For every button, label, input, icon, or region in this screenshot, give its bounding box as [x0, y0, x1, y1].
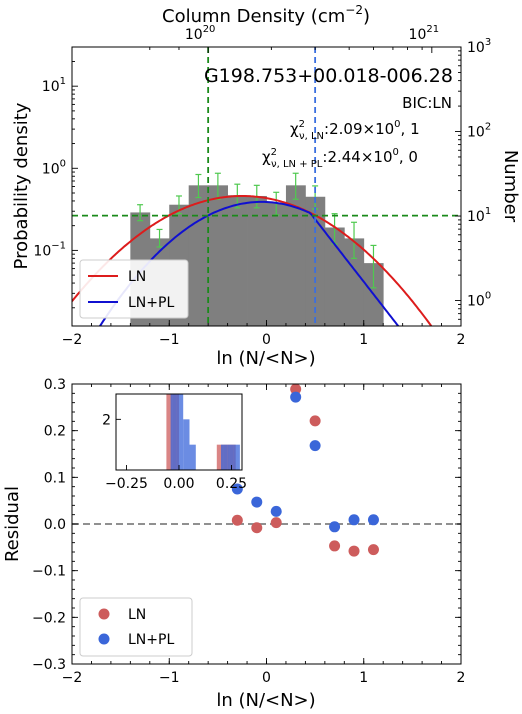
lnpl-residual-point	[251, 496, 263, 508]
top-axis-label: Column Density (cm−2)	[162, 3, 370, 27]
pdf-histogram-bar	[266, 202, 287, 326]
pdf-y-tick-label: 10−1	[33, 240, 66, 259]
number-tick-label: 100	[467, 291, 491, 310]
inset-lnpl-bar	[221, 444, 228, 470]
lnpl-residual-point	[231, 483, 243, 495]
residual-y-tick-label: 0.1	[44, 470, 66, 486]
residual-panel: Residual ln (N/<N>) −0.25 0.00 0.252 LN LN…	[2, 377, 465, 711]
pdf-x-axis-label: ln (N/<N>)	[216, 348, 315, 369]
inset-x-tick-label: 0.00	[163, 476, 194, 492]
inset-lnpl-bar	[189, 444, 196, 470]
residual-y-tick-label: −0.3	[32, 657, 66, 673]
pdf-x-tick-label: −2	[62, 332, 83, 348]
inset-lnpl-bar	[183, 419, 190, 470]
pdf-panel: Column Density (cm−2) Probability densit…	[11, 3, 521, 369]
ln-fit-curve	[72, 195, 433, 326]
legend-lnpl-marker	[98, 633, 110, 645]
ln-residual-point	[329, 540, 341, 552]
number-axis-label: Number	[500, 150, 521, 223]
pdf-x-tick-label: 0	[262, 332, 271, 348]
pdf-y-axis-label: Probability density	[11, 102, 32, 269]
residual-x-tick-label: 0	[262, 670, 271, 686]
number-tick-label: 102	[467, 122, 491, 141]
residual-y-axis-label: Residual	[2, 486, 23, 562]
residual-y-tick-label: 0.3	[44, 377, 66, 393]
inset-lnpl-bar	[170, 394, 177, 470]
residual-plot-area	[72, 383, 461, 557]
column-density-tick-label: 1021	[409, 24, 440, 43]
number-tick-label: 103	[467, 37, 491, 56]
ln-residual-point	[290, 383, 302, 395]
residual-x-tick-label: −2	[62, 670, 83, 686]
pdf-histogram-bar	[285, 185, 306, 326]
residual-x-tick-label: 2	[457, 670, 466, 686]
residual-histogram-inset: −0.25 0.00 0.25 2	[102, 393, 247, 492]
inset-plot-area	[166, 394, 240, 470]
inset-x-tick-label: −0.25	[105, 476, 148, 492]
inset-y-tick-label: 2	[102, 412, 111, 428]
inset-lnpl-bar	[176, 394, 184, 470]
ln-residual-point	[348, 545, 360, 557]
column-density-tick-label: 1020	[185, 24, 216, 43]
legend-ln-marker	[98, 608, 110, 620]
inset-lnpl-bar	[233, 444, 240, 470]
chi2-ln-text: χ2 ν, LN:2.09×100, 1	[290, 119, 420, 142]
pdf-plot-area	[72, 47, 461, 326]
pdf-legend-box	[79, 259, 189, 319]
lnpl-residual-point	[329, 521, 341, 533]
ln-residual-point	[231, 514, 243, 526]
lnpl-residual-point	[270, 505, 282, 517]
pdf-y-tick-label: 101	[42, 76, 66, 95]
pdf-x-tick-label: 1	[359, 332, 368, 348]
pdf-histogram-bar	[247, 195, 267, 326]
residual-x-tick-label: 1	[359, 670, 368, 686]
legend-lnpl-label: LN+PL	[128, 632, 174, 648]
residual-x-axis-label: ln (N/<N>)	[216, 690, 315, 711]
number-tick-label: 101	[467, 206, 491, 225]
residual-legend: LN LN+PL	[79, 597, 193, 657]
pdf-histogram-bar	[188, 185, 209, 326]
pdf-x-tick-label: 2	[457, 332, 466, 348]
inset-ln-bar	[216, 444, 224, 470]
residual-y-tick-label: −0.2	[32, 610, 66, 626]
object-name: G198.753+00.018-006.28	[204, 65, 453, 87]
pdf-histogram-bar	[208, 185, 228, 326]
residual-y-tick-label: 0.0	[44, 517, 66, 533]
residual-x-tick-label: −1	[159, 670, 180, 686]
chi2-lnpl-text: χ2 ν, LN + PL:2.44×100, 0	[262, 147, 418, 170]
ln-residual-point	[251, 522, 263, 534]
pdf-legend: LN LN+PL	[79, 259, 189, 319]
ln-residual-point	[367, 544, 379, 556]
lnpl-residual-point	[367, 514, 379, 526]
inset-ln-bar	[166, 394, 173, 470]
residual-y-tick-label: −0.1	[32, 564, 66, 580]
lnpl-residual-point	[309, 440, 321, 452]
legend-ln-label: LN	[128, 607, 146, 623]
bic-text: BIC:LN	[402, 94, 452, 112]
ln-residual-point	[270, 517, 282, 529]
legend-lnpl-label: LN+PL	[128, 295, 174, 311]
residual-y-tick-label: 0.2	[44, 424, 66, 440]
inset-lnpl-bar	[227, 444, 234, 470]
inset-x-tick-label: 0.25	[216, 476, 247, 492]
pdf-histogram-bar	[227, 195, 248, 326]
lnpl-residual-point	[348, 514, 360, 526]
pdf-histogram-bar	[344, 238, 365, 326]
lnpl-residual-point	[290, 391, 302, 403]
pdf-x-tick-label: −1	[159, 332, 180, 348]
pdf-y-tick-label: 100	[42, 158, 66, 177]
ln-residual-point	[309, 415, 321, 427]
legend-ln-label: LN	[128, 269, 146, 285]
